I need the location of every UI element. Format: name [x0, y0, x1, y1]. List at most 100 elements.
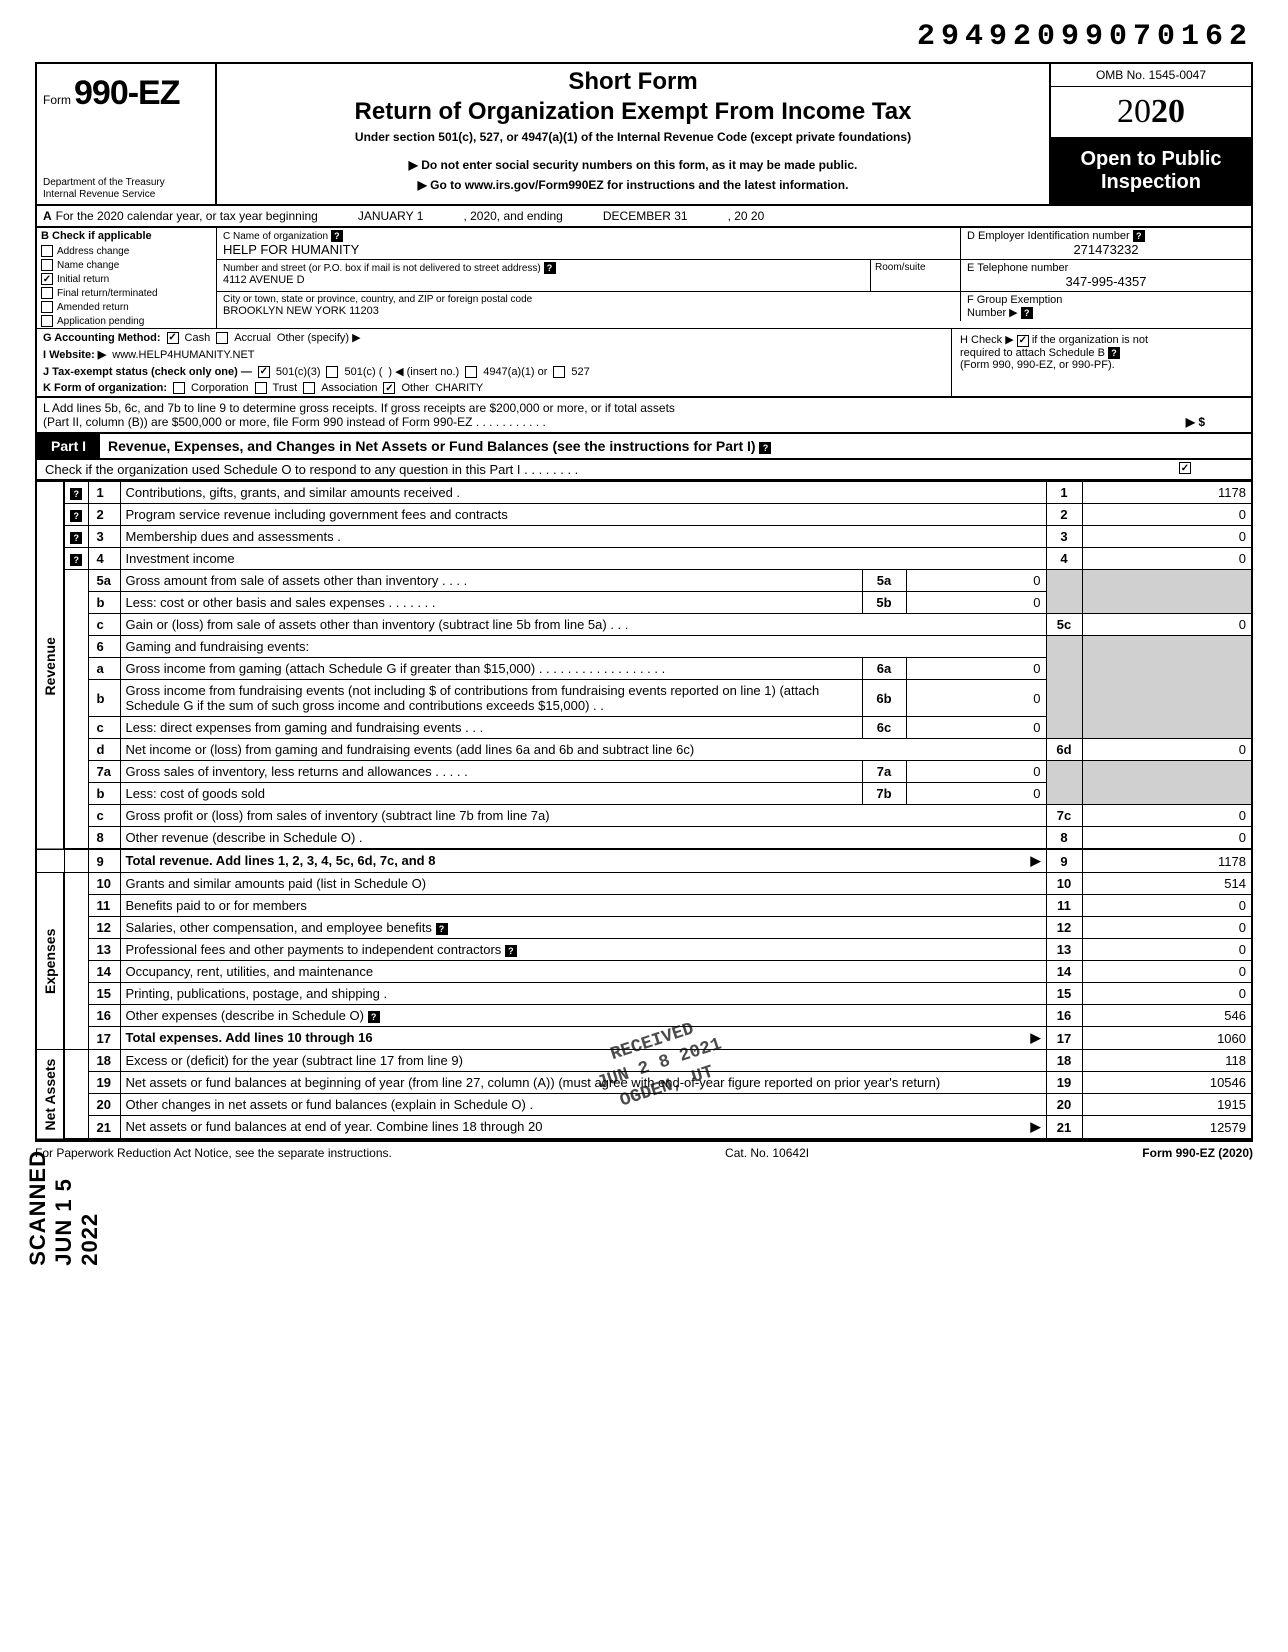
checkbox-corporation[interactable] [173, 382, 185, 394]
expenses-label: Expenses [36, 873, 64, 1050]
line-6d-value: 0 [1082, 739, 1252, 761]
omb-number: OMB No. 1545-0047 [1051, 64, 1251, 87]
opt-amended-return: Amended return [37, 300, 216, 314]
form-number: 990-EZ [74, 74, 180, 113]
help-icon[interactable]: ? [1021, 307, 1033, 319]
line-k: K Form of organization: Corporation Trus… [37, 380, 951, 396]
help-icon[interactable]: ? [505, 945, 517, 957]
checkbox-initial-return[interactable] [41, 273, 53, 285]
help-icon[interactable]: ? [70, 510, 82, 522]
help-icon[interactable]: ? [759, 442, 771, 454]
goto-url: ▶ Go to www.irs.gov/Form990EZ for instru… [225, 178, 1041, 192]
help-icon[interactable]: ? [436, 923, 448, 935]
do-not-enter: ▶ Do not enter social security numbers o… [225, 158, 1041, 172]
line-5a-value: 0 [906, 570, 1046, 592]
col-cdef: C Name of organization ? HELP FOR HUMANI… [217, 228, 1251, 328]
ein-cell: D Employer Identification number ? 27147… [961, 228, 1251, 259]
line-7b-value: 0 [906, 783, 1046, 805]
group-exemption: F Group Exemption Number ▶ ? [961, 292, 1251, 321]
net-assets-label: Net Assets [36, 1050, 64, 1140]
checkbox-application-pending[interactable] [41, 315, 53, 327]
form-word: Form [43, 93, 71, 107]
line-3-value: 0 [1082, 526, 1252, 548]
website-value: www.HELP4HUMANITY.NET [112, 349, 254, 361]
line-12-value: 0 [1082, 917, 1252, 939]
help-icon[interactable]: ? [1133, 230, 1145, 242]
part-i-table: Revenue ? 1 Contributions, gifts, grants… [35, 481, 1253, 1140]
checkbox-amended-return[interactable] [41, 301, 53, 313]
room-suite: Room/suite [871, 260, 961, 291]
help-icon[interactable]: ? [544, 262, 556, 274]
help-icon[interactable]: ? [331, 230, 343, 242]
row-a-tax-year: A For the 2020 calendar year, or tax yea… [35, 206, 1253, 228]
checkbox-501c[interactable] [326, 366, 338, 378]
help-icon[interactable]: ? [1108, 347, 1120, 359]
checkbox-association[interactable] [303, 382, 315, 394]
line-13-value: 0 [1082, 939, 1252, 961]
checkbox-final-return[interactable] [41, 287, 53, 299]
line-i: I Website: ▶ www.HELP4HUMANITY.NET [37, 346, 951, 363]
line-18-value: 118 [1082, 1050, 1252, 1072]
year-begin: JANUARY 1 [358, 209, 424, 223]
document-locator-number: 29492099070162 [35, 20, 1253, 54]
address-value: 4112 AVENUE D [223, 274, 864, 286]
checkbox-other-org[interactable] [383, 382, 395, 394]
line-17-value: 1060 [1082, 1027, 1252, 1050]
other-org-value: CHARITY [435, 382, 483, 394]
phone-cell: E Telephone number 347-995-4357 [961, 260, 1251, 291]
row-ghijk: G Accounting Method: Cash Accrual Other … [35, 328, 1253, 398]
form-footer-label: Form 990-EZ (2020) [1142, 1146, 1253, 1160]
form-990ez-page: 29492099070162 Form 990-EZ Department of… [35, 20, 1253, 1164]
form-header: Form 990-EZ Department of the Treasury I… [35, 62, 1253, 206]
org-name: HELP FOR HUMANITY [223, 242, 954, 257]
tax-year: 2020 [1051, 87, 1251, 138]
line-5c-value: 0 [1082, 614, 1252, 636]
part-i-sub: Check if the organization used Schedule … [35, 460, 1253, 481]
under-section: Under section 501(c), 527, or 4947(a)(1)… [225, 130, 1041, 144]
checkbox-527[interactable] [553, 366, 565, 378]
help-icon[interactable]: ? [70, 554, 82, 566]
line-6c-value: 0 [906, 717, 1046, 739]
part-i-header: Part I Revenue, Expenses, and Changes in… [35, 434, 1253, 460]
checkbox-schedule-b[interactable] [1017, 335, 1029, 347]
header-left: Form 990-EZ Department of the Treasury I… [37, 64, 217, 204]
help-icon[interactable]: ? [70, 532, 82, 544]
header-right: OMB No. 1545-0047 2020 Open to Public In… [1051, 64, 1251, 204]
line-5b-value: 0 [906, 592, 1046, 614]
checkbox-accrual[interactable] [216, 332, 228, 344]
col-b-checkboxes: B Check if applicable Address change Nam… [37, 228, 217, 328]
line-19-value: 10546 [1082, 1072, 1252, 1094]
revenue-label: Revenue [36, 482, 64, 850]
checkbox-address-change[interactable] [41, 245, 53, 257]
line-8-value: 0 [1082, 827, 1252, 850]
line-6a-value: 0 [906, 658, 1046, 680]
line-7a-value: 0 [906, 761, 1046, 783]
line-14-value: 0 [1082, 961, 1252, 983]
line-h: H Check ▶ if the organization is not req… [951, 329, 1251, 396]
checkbox-trust[interactable] [255, 382, 267, 394]
phone-value: 347-995-4357 [967, 274, 1245, 289]
checkbox-501c3[interactable] [258, 366, 270, 378]
city-value: BROOKLYN NEW YORK 11203 [223, 305, 954, 317]
help-icon[interactable]: ? [368, 1011, 380, 1023]
short-form-title: Short Form [225, 68, 1041, 96]
identity-block: B Check if applicable Address change Nam… [35, 228, 1253, 328]
row-l: L Add lines 5b, 6c, and 7b to line 9 to … [35, 398, 1253, 434]
header-center: Short Form Return of Organization Exempt… [217, 64, 1051, 204]
ein-value: 271473232 [967, 242, 1245, 257]
address-cell: Number and street (or P.O. box if mail i… [217, 260, 871, 291]
line-20-value: 1915 [1082, 1094, 1252, 1116]
checkbox-name-change[interactable] [41, 259, 53, 271]
line-16-value: 546 [1082, 1005, 1252, 1027]
line-1-value: 1178 [1082, 482, 1252, 504]
line-9-value: 1178 [1082, 849, 1252, 873]
checkbox-cash[interactable] [167, 332, 179, 344]
help-icon[interactable]: ? [70, 488, 82, 500]
page-footer: For Paperwork Reduction Act Notice, see … [35, 1140, 1253, 1164]
line-11-value: 0 [1082, 895, 1252, 917]
checkbox-4947[interactable] [465, 366, 477, 378]
opt-final-return: Final return/terminated [37, 286, 216, 300]
line-15-value: 0 [1082, 983, 1252, 1005]
opt-application-pending: Application pending [37, 314, 216, 328]
checkbox-schedule-o[interactable] [1179, 462, 1191, 474]
